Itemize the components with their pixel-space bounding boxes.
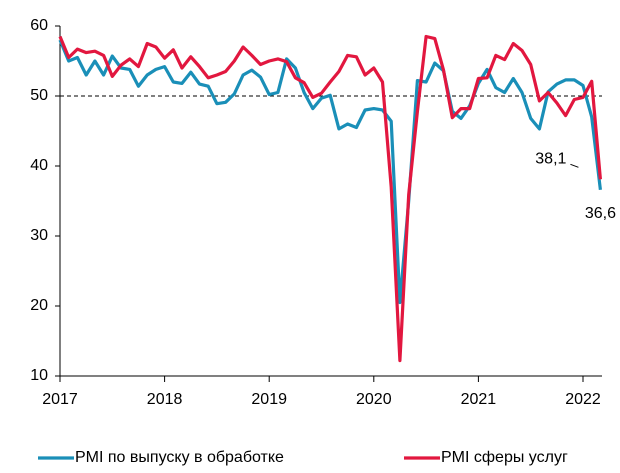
x-tick-label: 2017 xyxy=(42,391,78,408)
y-tick-label: 50 xyxy=(30,87,48,104)
label-leader xyxy=(570,163,579,168)
legend-label: PMI по выпуску в обработке xyxy=(75,449,284,466)
x-tick-label: 2018 xyxy=(147,391,183,408)
x-tick-label: 2020 xyxy=(356,391,392,408)
data-label: 38,1 xyxy=(535,151,566,168)
y-tick-label: 40 xyxy=(30,157,48,174)
y-tick-label: 20 xyxy=(30,297,48,314)
line-series xyxy=(58,34,602,363)
y-tick-label: 30 xyxy=(30,227,48,244)
line-series xyxy=(58,39,602,305)
x-tick-label: 2022 xyxy=(565,391,601,408)
data-label: 36,6 xyxy=(585,205,616,222)
y-tick-label: 10 xyxy=(30,367,48,384)
x-tick-label: 2019 xyxy=(251,391,287,408)
legend-label: PMI сферы услуг xyxy=(441,449,568,466)
y-tick-label: 60 xyxy=(30,17,48,34)
x-tick-label: 2021 xyxy=(461,391,497,408)
